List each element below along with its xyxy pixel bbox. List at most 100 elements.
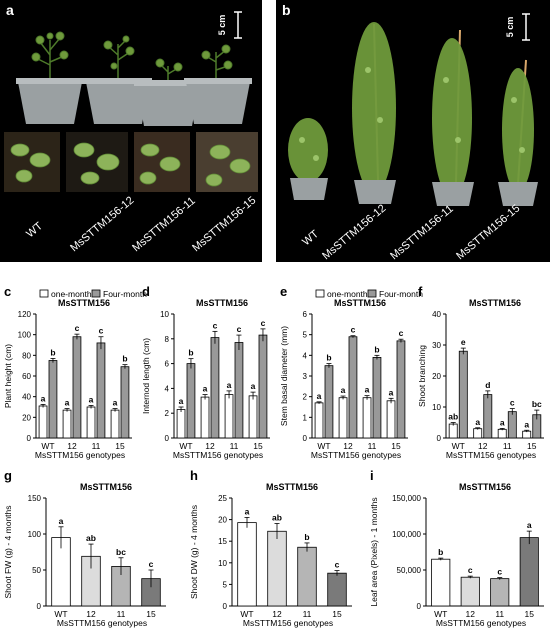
panel-letter-i: i xyxy=(370,468,374,483)
y-tick-label: 100 xyxy=(18,331,32,340)
significance-letter: b xyxy=(374,344,379,354)
x-tick-label: WT xyxy=(54,609,67,619)
y-tick-label: 40 xyxy=(432,310,441,319)
plant-a-15 xyxy=(201,44,233,82)
x-axis-label: MsSTTM156 genotypes xyxy=(436,618,526,628)
photo-b-label-15: MsSTTM156-15 xyxy=(454,202,522,262)
chart-title: MsSTTM156 xyxy=(469,298,521,308)
bar-15-0 xyxy=(386,400,396,439)
x-tick-label: 11 xyxy=(117,609,126,619)
panel-letter-d: d xyxy=(142,284,150,299)
significance-letter: c xyxy=(213,320,218,330)
significance-letter: a xyxy=(59,516,64,526)
bar-15 xyxy=(519,537,539,607)
plant-b-12 xyxy=(352,22,396,194)
y-tick-label: 0 xyxy=(223,602,228,611)
y-tick-label: 0 xyxy=(27,434,32,443)
y-tick-label: 6 xyxy=(165,360,170,369)
significance-letter: a xyxy=(179,396,184,406)
x-tick-label: WT xyxy=(179,441,192,451)
significance-letter: e xyxy=(461,337,466,347)
photo-a-label-12: MsSTTM156-12 xyxy=(68,194,136,254)
y-axis-label: Plant height (cm) xyxy=(3,344,13,408)
bar-11-1 xyxy=(96,342,106,439)
significance-letter: a xyxy=(475,417,480,427)
x-tick-label: WT xyxy=(452,441,465,451)
bar-11-1 xyxy=(234,342,244,439)
x-tick-label: 11 xyxy=(230,441,239,451)
bar-WT-0 xyxy=(38,405,48,439)
significance-letter: ab xyxy=(86,533,96,543)
bar-12-0 xyxy=(473,428,483,439)
bar-15-0 xyxy=(248,395,258,439)
x-tick-label: 12 xyxy=(86,609,96,619)
y-axis-label: Shoot DW (g) - 4 months xyxy=(189,505,199,599)
chart-title: MsSTTM156 xyxy=(196,298,248,308)
significance-letter: c xyxy=(237,324,242,334)
y-tick-label: 150,000 xyxy=(392,494,421,503)
bar-11 xyxy=(297,546,317,607)
bar-15-0 xyxy=(110,409,120,439)
x-tick-label: 12 xyxy=(466,609,476,619)
x-axis-label: MsSTTM156 genotypes xyxy=(243,618,333,628)
photo-a-label-11: MsSTTM156-11 xyxy=(130,195,198,254)
y-tick-label: 1 xyxy=(303,413,308,422)
legend-swatch-four-month xyxy=(367,289,377,298)
panel-letter-b: b xyxy=(282,2,291,18)
bar-WT xyxy=(237,522,257,607)
y-tick-label: 20 xyxy=(22,413,31,422)
bar-WT-1 xyxy=(186,363,196,439)
plant-a-12 xyxy=(103,35,135,82)
y-tick-label: 100,000 xyxy=(392,530,421,539)
scale-label-b: 5 cm xyxy=(505,17,515,38)
chart-title: MsSTTM156 xyxy=(58,298,110,308)
y-tick-label: 5 xyxy=(303,331,308,340)
legend-swatch-one-month xyxy=(39,289,49,298)
chart-title: MsSTTM156 xyxy=(334,298,386,308)
y-tick-label: 100 xyxy=(28,530,42,539)
significance-letter: c xyxy=(399,328,404,338)
chart-title: MsSTTM156 xyxy=(80,482,132,492)
bar-12-0 xyxy=(200,396,210,439)
x-tick-label: 11 xyxy=(495,609,504,619)
significance-letter: b xyxy=(438,547,443,557)
y-tick-label: 2 xyxy=(303,393,308,402)
significance-letter: c xyxy=(261,318,266,328)
significance-letter: a xyxy=(113,398,118,408)
x-tick-label: 15 xyxy=(115,441,125,451)
panel-letter-f: f xyxy=(418,284,423,299)
x-tick-label: WT xyxy=(240,609,253,619)
x-axis-label: MsSTTM156 genotypes xyxy=(57,618,147,628)
photo-a-label-wt: WT xyxy=(24,220,45,240)
bar-11 xyxy=(490,578,510,607)
chart-d: d MsSTTM156 0 2 4 6 8 10 Internod length (cm) MsS… xyxy=(141,284,270,460)
panel-letter-h: h xyxy=(190,468,198,483)
x-tick-label: WT xyxy=(434,609,447,619)
y-tick-label: 8 xyxy=(165,335,170,344)
chart-f: f MsSTTM156 0 10 20 30 40 Shoot branching MsSTTM… xyxy=(417,284,544,460)
y-tick-label: 0 xyxy=(437,434,442,443)
legend-label-one-month: one-month xyxy=(327,289,368,299)
significance-letter: a xyxy=(524,419,529,429)
y-tick-label: 10 xyxy=(160,310,169,319)
chart-title: MsSTTM156 xyxy=(459,482,511,492)
y-tick-label: 10 xyxy=(218,559,227,568)
significance-letter: d xyxy=(485,380,490,390)
plant-a-wt xyxy=(31,31,69,82)
significance-letter: c xyxy=(468,565,473,575)
significance-letter: a xyxy=(341,385,346,395)
significance-letter: c xyxy=(497,567,502,577)
y-tick-label: 60 xyxy=(22,372,31,381)
x-tick-label: WT xyxy=(41,441,54,451)
bar-12-1 xyxy=(72,336,82,439)
bar-12-1 xyxy=(483,394,493,439)
bar-15-1 xyxy=(120,366,130,439)
significance-letter: a xyxy=(227,380,232,390)
plant-b-wt xyxy=(288,118,328,182)
y-tick-label: 0 xyxy=(303,434,308,443)
bar-11-0 xyxy=(497,428,507,439)
bar-12 xyxy=(267,530,287,607)
y-tick-label: 0 xyxy=(165,434,170,443)
x-tick-label: 11 xyxy=(303,609,312,619)
significance-letter: c xyxy=(75,323,80,333)
